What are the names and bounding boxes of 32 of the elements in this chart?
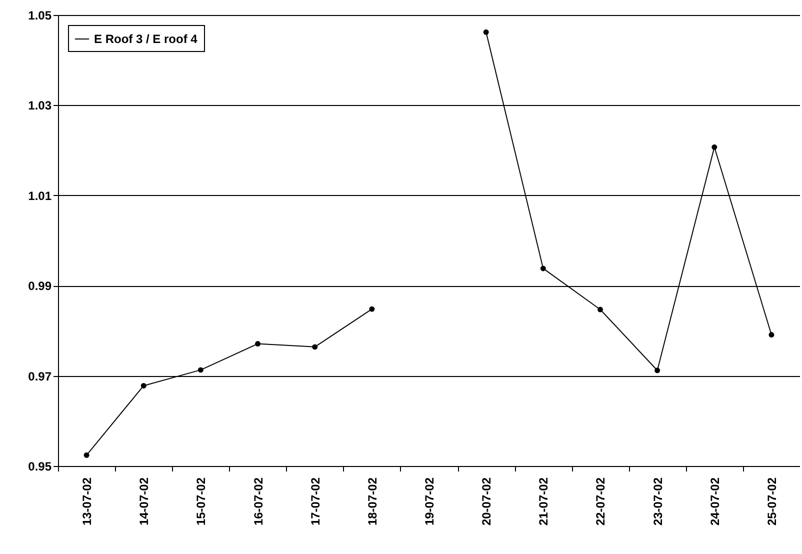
x-tick-label: 21-07-02 — [536, 477, 551, 526]
x-tick-label: 17-07-02 — [308, 477, 322, 526]
y-tick-label: 0.95 — [28, 460, 52, 474]
point — [597, 306, 603, 312]
y-tick-label: 0.97 — [28, 369, 52, 384]
point — [84, 452, 90, 458]
x-tick-label: 23-07-02 — [650, 477, 665, 526]
point — [255, 341, 261, 347]
x-tick-label: 22-07-02 — [594, 477, 608, 526]
point — [654, 368, 660, 374]
point — [198, 367, 204, 373]
point — [768, 332, 774, 338]
point — [140, 382, 146, 388]
y-tick-label: 1.03 — [28, 98, 52, 113]
x-tick-label: 13-07-02 — [80, 477, 94, 526]
x-tick-label: 25-07-02 — [764, 477, 779, 526]
y-tick-label: 1.05 — [28, 8, 52, 22]
x-tick-label: 19-07-02 — [422, 477, 436, 526]
x-tick-label: 24-07-02 — [708, 477, 722, 526]
x-tick-label: 18-07-02 — [365, 477, 380, 526]
point — [712, 144, 718, 150]
x-tick-label: 16-07-02 — [251, 477, 266, 526]
legend-label: E Roof 3 / E roof 4 — [94, 32, 198, 46]
x-tick-label: 14-07-02 — [137, 477, 152, 526]
x-tick-label: 15-07-02 — [194, 477, 208, 526]
point — [483, 29, 489, 35]
y-tick-label: 0.99 — [28, 279, 52, 294]
y-tick-label: 1.01 — [28, 188, 52, 203]
x-tick-label: 20-07-02 — [480, 477, 494, 526]
point — [540, 266, 546, 272]
point — [369, 306, 375, 312]
point — [312, 344, 318, 350]
